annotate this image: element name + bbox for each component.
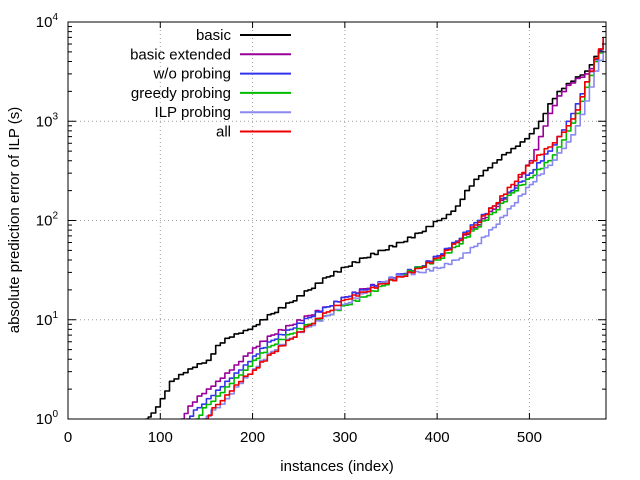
- axis-ticks: [67, 21, 606, 420]
- legend-label: ILP probing: [155, 104, 231, 121]
- y-tick-exponent: 0: [52, 409, 58, 420]
- y-tick-label: 100: [36, 409, 59, 428]
- y-tick-exponent: 1: [52, 310, 58, 321]
- y-tick-label: 103: [36, 111, 59, 130]
- y-tick-base: 10: [36, 113, 53, 130]
- legend-label: all: [216, 124, 231, 141]
- y-tick-base: 10: [36, 213, 53, 230]
- legend-label: basic: [196, 27, 232, 44]
- y-tick-base: 10: [36, 312, 53, 329]
- x-tick-label: 200: [240, 429, 265, 446]
- y-tick-label: 101: [36, 310, 59, 329]
- y-tick-label: 104: [36, 12, 59, 31]
- series-line-all: [204, 37, 604, 419]
- x-tick-label: 500: [517, 429, 542, 446]
- x-tick-label: 100: [148, 429, 173, 446]
- y-tick-exponent: 2: [52, 211, 58, 222]
- legend: basic basic extended w/o probing greedy pro…: [130, 27, 291, 141]
- y-tick-exponent: 3: [52, 111, 58, 122]
- legend-label: w/o probing: [152, 66, 231, 83]
- y-tick-label: 102: [36, 211, 59, 230]
- y-tick-base: 10: [36, 14, 53, 31]
- x-tick-labels: 0 100 200 300 400 500: [64, 429, 542, 446]
- grid-lines: [68, 22, 606, 419]
- y-tick-base: 10: [36, 411, 53, 428]
- x-tick-label: 300: [332, 429, 357, 446]
- series-line-basic-extended: [180, 40, 604, 419]
- series-line-greedy-probing: [195, 42, 604, 419]
- y-axis-label: absolute prediction error of ILP (s): [6, 107, 23, 334]
- x-tick-label: 400: [425, 429, 450, 446]
- legend-label: greedy probing: [131, 85, 231, 102]
- series-line-ilp-probing: [201, 47, 604, 419]
- series-line-basic: [145, 44, 604, 419]
- series-line-w-o-probing: [186, 38, 604, 419]
- y-tick-exponent: 4: [52, 12, 58, 23]
- x-axis-label: instances (index): [280, 458, 393, 475]
- series-lines: [145, 37, 604, 419]
- legend-label: basic extended: [130, 46, 231, 63]
- x-tick-label: 0: [64, 429, 72, 446]
